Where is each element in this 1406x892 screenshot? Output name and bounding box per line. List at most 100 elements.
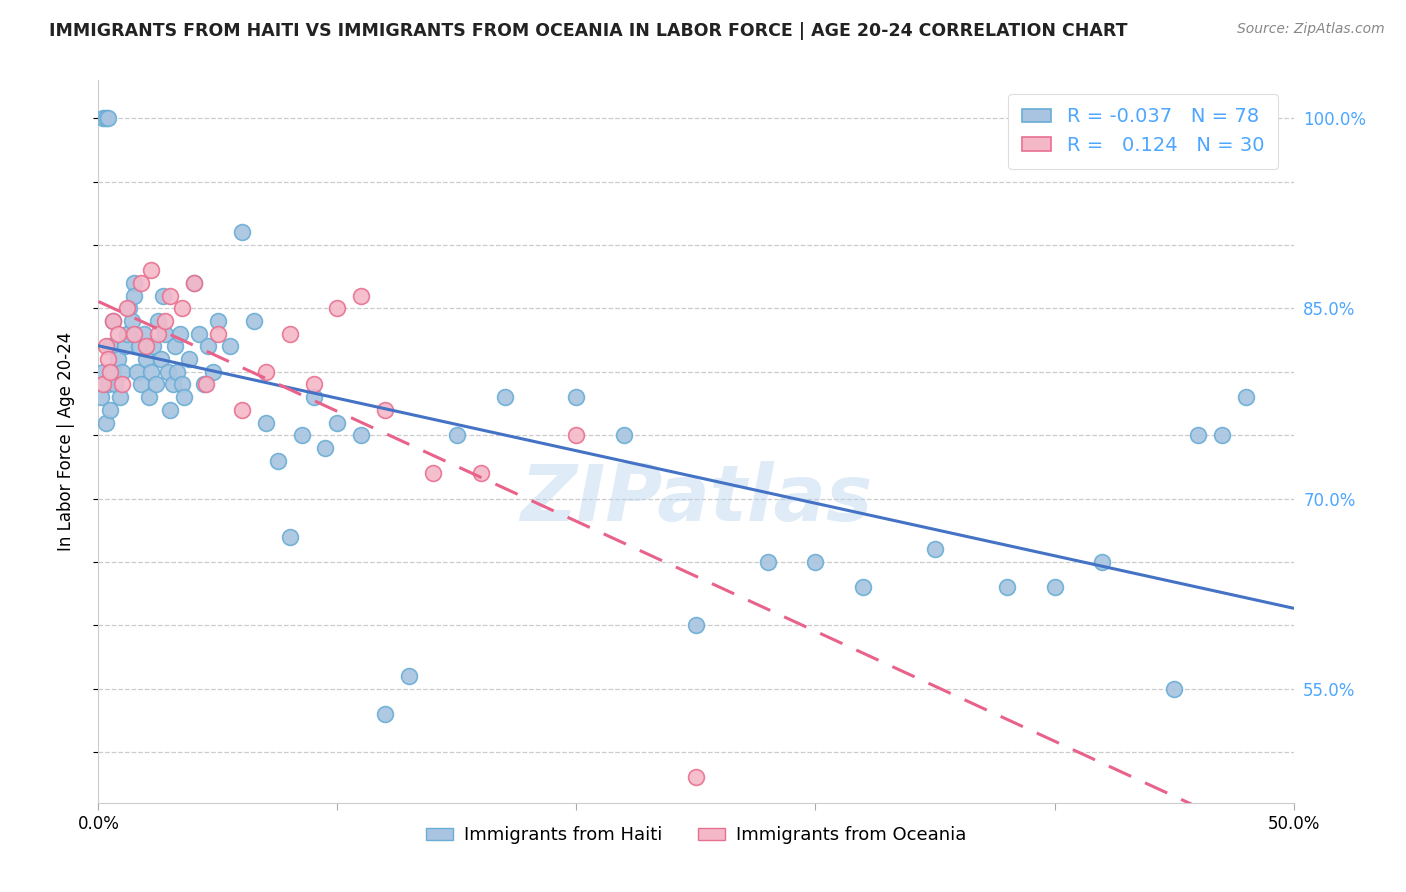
Point: [108, 390, 131, 404]
Point: [326, 416, 349, 430]
Point: [494, 390, 516, 404]
Point: [149, 352, 172, 367]
Point: [124, 289, 146, 303]
Point: [219, 339, 242, 353]
Point: [231, 226, 253, 240]
Point: [139, 263, 162, 277]
Point: [94, 112, 117, 126]
Point: [804, 555, 827, 569]
Point: [91, 112, 114, 126]
Point: [202, 365, 225, 379]
Point: [94, 416, 117, 430]
Point: [125, 365, 148, 379]
Point: [98, 402, 122, 417]
Point: [135, 339, 157, 353]
Point: [315, 441, 337, 455]
Point: [231, 402, 253, 417]
Point: [374, 402, 396, 417]
Point: [446, 428, 468, 442]
Point: [207, 314, 229, 328]
Point: [155, 314, 177, 328]
Point: [173, 390, 195, 404]
Point: [159, 289, 181, 303]
Point: [326, 301, 349, 316]
Point: [374, 707, 396, 722]
Point: [97, 377, 120, 392]
Text: Source: ZipAtlas.com: Source: ZipAtlas.com: [1237, 22, 1385, 37]
Point: [98, 365, 122, 379]
Point: [94, 339, 117, 353]
Point: [169, 326, 191, 341]
Point: [302, 390, 325, 404]
Point: [254, 416, 277, 430]
Point: [197, 339, 219, 353]
Point: [565, 428, 588, 442]
Point: [124, 326, 146, 341]
Point: [101, 365, 124, 379]
Point: [131, 377, 153, 392]
Point: [114, 339, 136, 353]
Point: [243, 314, 266, 328]
Point: [924, 542, 946, 557]
Point: [1211, 428, 1233, 442]
Point: [115, 301, 138, 316]
Point: [128, 339, 150, 353]
Text: ZIPatlas: ZIPatlas: [520, 461, 872, 537]
Point: [195, 377, 218, 392]
Point: [104, 377, 127, 392]
Point: [187, 326, 209, 341]
Point: [124, 276, 146, 290]
Point: [613, 428, 636, 442]
Point: [91, 365, 114, 379]
Point: [90, 390, 112, 404]
Point: [422, 467, 444, 481]
Point: [121, 314, 143, 328]
Point: [565, 390, 588, 404]
Point: [183, 276, 205, 290]
Point: [685, 618, 707, 632]
Text: IMMIGRANTS FROM HAITI VS IMMIGRANTS FROM OCEANIA IN LABOR FORCE | AGE 20-24 CORR: IMMIGRANTS FROM HAITI VS IMMIGRANTS FROM…: [49, 22, 1128, 40]
Point: [685, 771, 707, 785]
Point: [291, 428, 314, 442]
Point: [398, 669, 420, 683]
Point: [162, 377, 184, 392]
Point: [159, 402, 181, 417]
Point: [1163, 681, 1185, 696]
Point: [207, 326, 229, 341]
Point: [756, 555, 779, 569]
Point: [179, 352, 201, 367]
Point: [350, 428, 373, 442]
Point: [278, 530, 301, 544]
Point: [1091, 555, 1114, 569]
Point: [183, 276, 205, 290]
Point: [107, 352, 129, 367]
Point: [132, 326, 155, 341]
Point: [852, 580, 875, 594]
Point: [97, 352, 120, 367]
Point: [995, 580, 1018, 594]
Point: [254, 365, 277, 379]
Point: [148, 314, 170, 328]
Point: [101, 314, 124, 328]
Point: [156, 365, 179, 379]
Point: [1187, 428, 1209, 442]
Point: [155, 326, 177, 341]
Point: [115, 326, 138, 341]
Point: [470, 467, 492, 481]
Point: [193, 377, 215, 392]
Point: [302, 377, 325, 392]
Point: [111, 365, 134, 379]
Point: [163, 339, 186, 353]
Point: [135, 352, 157, 367]
Point: [118, 301, 141, 316]
Point: [1234, 390, 1257, 404]
Point: [172, 377, 194, 392]
Point: [145, 377, 167, 392]
Legend: Immigrants from Haiti, Immigrants from Oceania: Immigrants from Haiti, Immigrants from O…: [419, 819, 973, 852]
Point: [131, 276, 153, 290]
Point: [142, 339, 165, 353]
Y-axis label: In Labor Force | Age 20-24: In Labor Force | Age 20-24: [56, 332, 75, 551]
Point: [111, 377, 134, 392]
Point: [148, 326, 170, 341]
Point: [107, 326, 129, 341]
